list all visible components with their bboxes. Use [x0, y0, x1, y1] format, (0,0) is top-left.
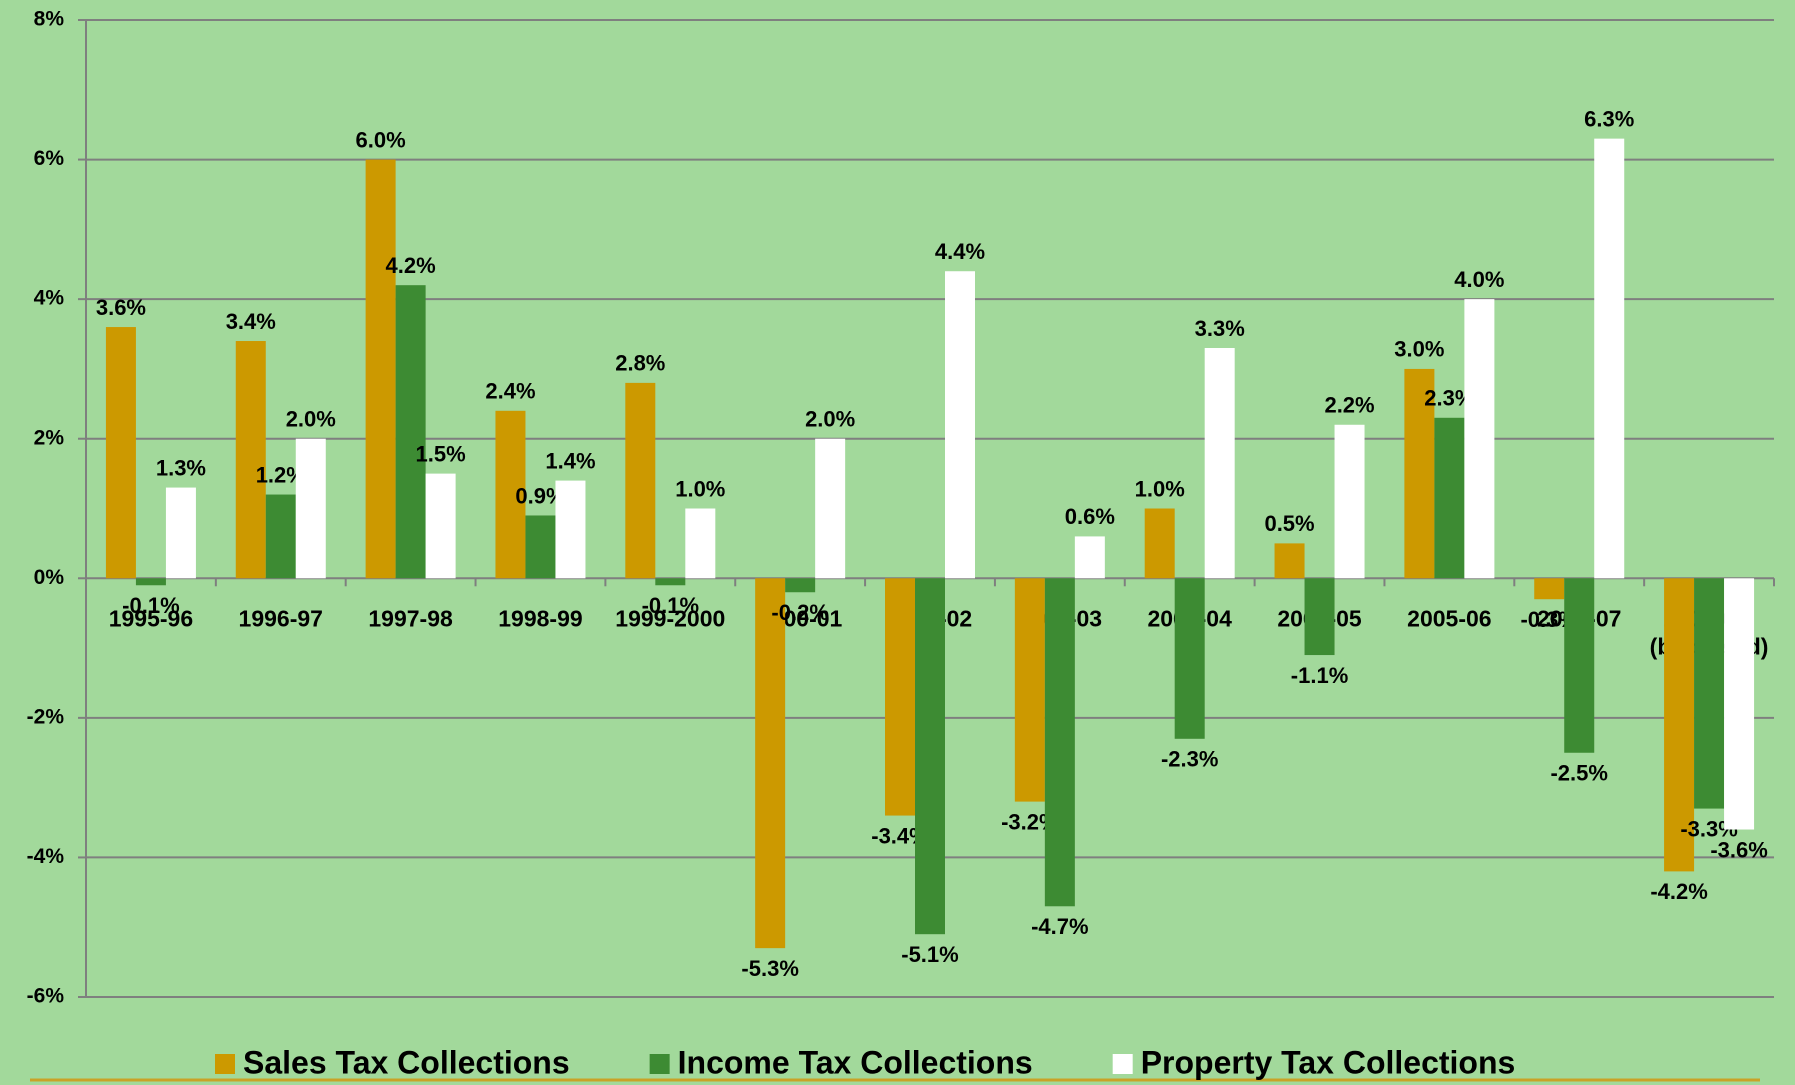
bar — [1464, 299, 1495, 579]
bar — [1274, 543, 1305, 579]
bar — [365, 159, 396, 579]
data-label: 4.2% — [386, 253, 436, 278]
bar — [1404, 368, 1435, 579]
bar — [555, 480, 586, 579]
data-label: 4.0% — [1454, 267, 1504, 292]
y-tick-label: -6% — [27, 985, 65, 1008]
y-tick-label: 8% — [34, 8, 65, 31]
bar — [105, 327, 136, 579]
legend-swatch — [649, 1054, 670, 1074]
bar — [685, 508, 716, 579]
bar — [625, 382, 656, 579]
data-label: -0.2% — [771, 600, 828, 625]
data-label: 2.2% — [1324, 393, 1374, 418]
legend-swatch — [1112, 1054, 1133, 1074]
data-label: 1.0% — [1135, 476, 1185, 501]
y-tick-label: -4% — [27, 845, 65, 868]
bar — [915, 578, 945, 935]
data-label: 6.3% — [1584, 106, 1634, 131]
bar — [815, 438, 846, 579]
data-label: 6.0% — [356, 127, 406, 152]
legend-label: Sales Tax Collections — [243, 1044, 570, 1080]
bar — [295, 438, 326, 579]
bar — [525, 515, 556, 579]
data-label: 2.0% — [286, 407, 336, 432]
bar — [235, 341, 266, 579]
data-label: -1.1% — [1291, 663, 1348, 688]
bar — [1304, 578, 1335, 656]
bar — [885, 578, 915, 816]
bar — [1434, 417, 1465, 579]
data-label: -5.1% — [901, 942, 958, 967]
x-tick-label: 1997-98 — [368, 605, 453, 631]
y-tick-label: 0% — [34, 566, 65, 589]
legend-label: Property Tax Collections — [1141, 1044, 1516, 1080]
bar — [785, 578, 816, 593]
legend-label: Income Tax Collections — [678, 1044, 1033, 1080]
bar — [395, 285, 426, 579]
data-label: 3.6% — [96, 295, 146, 320]
bar — [1594, 138, 1625, 579]
bar — [1174, 578, 1205, 739]
legend-swatch — [215, 1054, 235, 1074]
bar — [1334, 424, 1365, 579]
bar — [1014, 578, 1045, 802]
y-tick-label: 6% — [34, 147, 65, 170]
data-label: -2.5% — [1550, 761, 1607, 786]
data-label: -4.2% — [1650, 879, 1707, 904]
data-label: 1.3% — [156, 455, 206, 480]
data-label: 2.0% — [805, 407, 855, 432]
x-tick-label: 1995-96 — [109, 605, 193, 631]
bar — [945, 271, 975, 579]
x-tick-label: 1998-99 — [498, 605, 582, 631]
bar — [1074, 536, 1105, 579]
bar — [1694, 578, 1725, 809]
data-label: 4.4% — [935, 239, 985, 264]
data-label: 0.6% — [1065, 504, 1115, 529]
x-tick-label: 2005-06 — [1407, 605, 1491, 631]
data-label: -0.1% — [642, 593, 699, 618]
data-label: -3.6% — [1710, 837, 1767, 862]
bar — [1204, 347, 1235, 579]
data-label: 1.4% — [545, 448, 595, 473]
data-label: 1.0% — [675, 476, 725, 501]
data-label: 3.0% — [1394, 337, 1444, 362]
data-label: -0.1% — [122, 593, 179, 618]
bar — [755, 578, 786, 949]
bar — [265, 494, 296, 579]
x-tick-label: 1996-97 — [239, 605, 323, 631]
y-tick-label: 2% — [34, 426, 65, 449]
bar — [1664, 578, 1695, 872]
bar — [425, 473, 456, 579]
data-label: 2.8% — [615, 351, 665, 376]
data-label: 3.3% — [1195, 316, 1245, 341]
data-label: 1.5% — [416, 441, 466, 466]
data-label: -5.3% — [741, 956, 798, 981]
data-label: -4.7% — [1031, 914, 1088, 939]
data-label: -2.3% — [1161, 747, 1218, 772]
data-label: 0.5% — [1264, 511, 1314, 536]
y-tick-label: 4% — [34, 287, 65, 310]
data-label: 2.4% — [485, 379, 535, 404]
y-tick-label: -2% — [27, 705, 65, 728]
bar — [135, 578, 166, 586]
bar — [1564, 578, 1595, 753]
data-label: 3.4% — [226, 309, 276, 334]
bar — [655, 578, 686, 586]
bar — [1144, 508, 1175, 579]
bar — [1724, 578, 1755, 830]
x-tick-label: 1999-2000 — [615, 605, 725, 631]
bar — [1534, 578, 1565, 600]
bar — [165, 487, 196, 579]
bar — [1044, 578, 1075, 907]
bar — [495, 410, 526, 579]
